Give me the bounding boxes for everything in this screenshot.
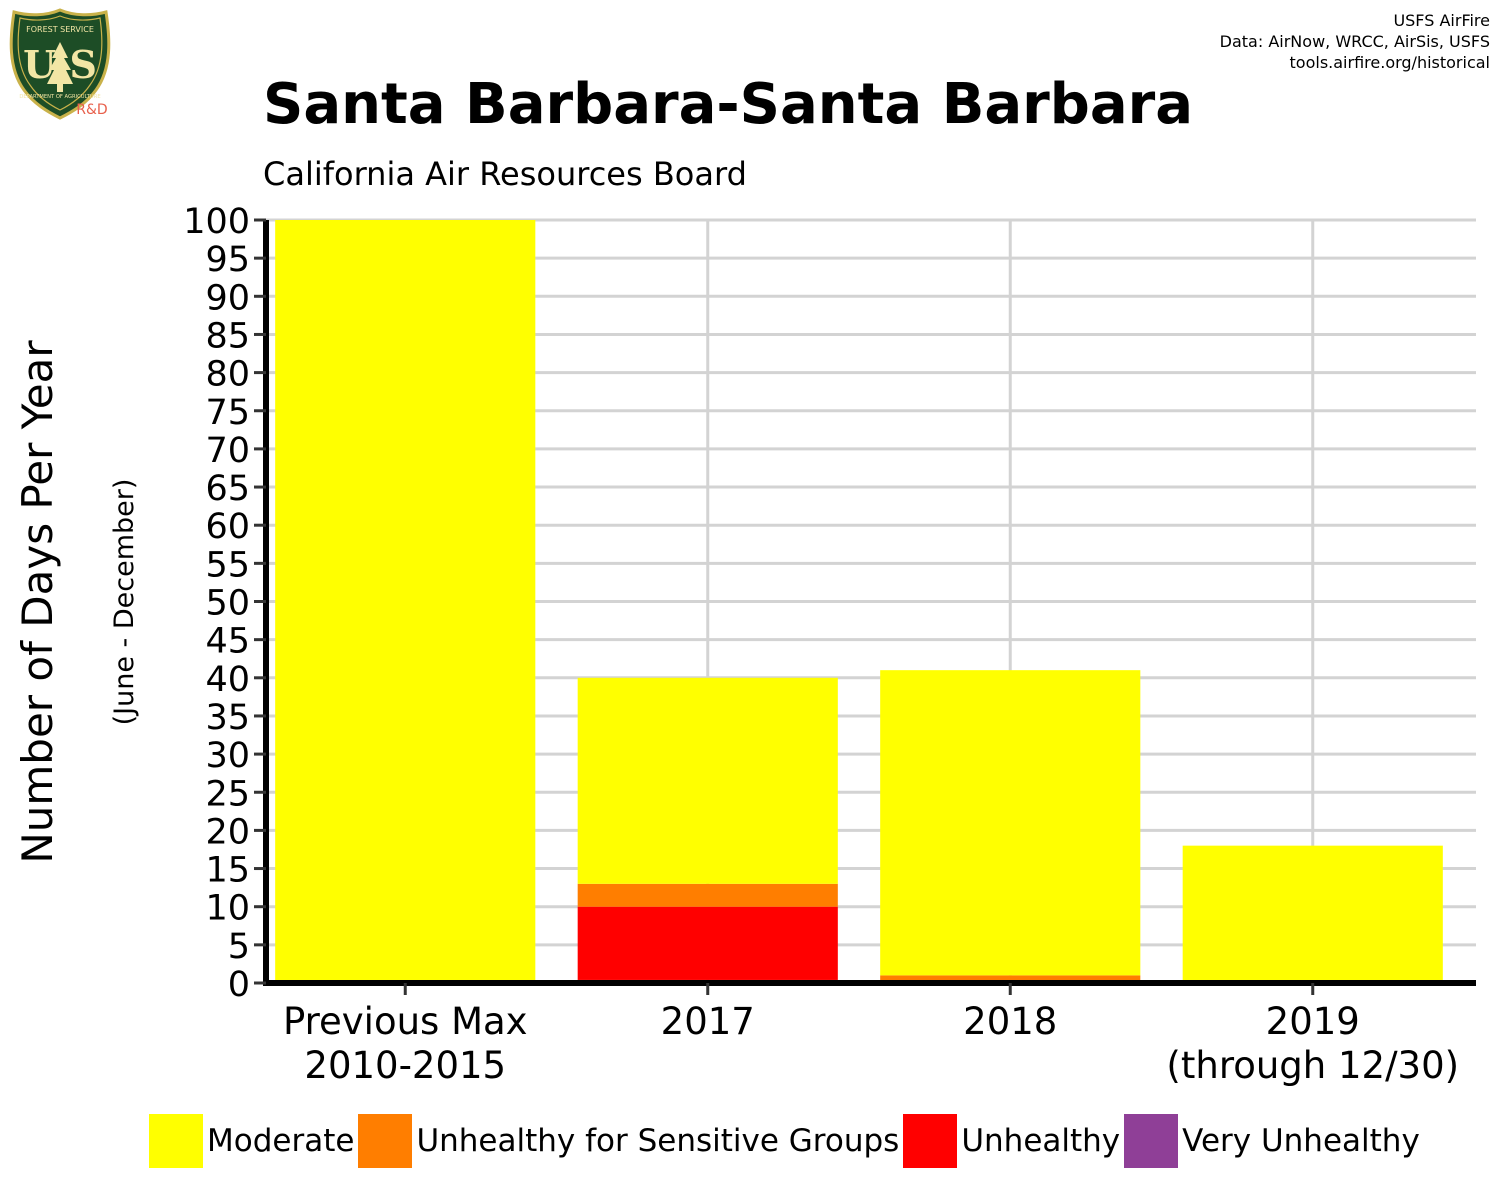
y-tick-label: 5 (228, 927, 250, 967)
chart-subtitle: California Air Resources Board (263, 155, 747, 193)
y-tick-label: 30 (205, 736, 250, 776)
y-tick-label: 45 (205, 622, 250, 662)
legend-item-very-unhealthy: Very Unhealthy (1124, 1114, 1424, 1168)
usfs-shield-logo: FOREST SERVICE U S DEPARTMENT OF AGRICUL… (9, 8, 111, 120)
x-tick-label: 2018 (963, 1000, 1057, 1043)
legend-item-usg: Unhealthy for Sensitive Groups (358, 1114, 903, 1168)
bar-segment (880, 670, 1141, 976)
tree-icon (47, 42, 73, 92)
legend-item-unhealthy: Unhealthy (903, 1114, 1124, 1168)
data-credits: USFS AirFire Data: AirNow, WRCC, AirSis,… (1220, 10, 1490, 73)
y-tick-label: 70 (205, 431, 250, 471)
credit-data-sources: Data: AirNow, WRCC, AirSis, USFS (1219, 32, 1490, 51)
y-tick-label: 15 (205, 851, 250, 891)
legend-label-unhealthy: Unhealthy (961, 1123, 1121, 1159)
chart-legend: Moderate Unhealthy for Sensitive Groups … (149, 1114, 1424, 1168)
legend-swatch-unhealthy (903, 1114, 958, 1168)
y-tick-label: 100 (183, 202, 250, 242)
y-tick-label: 10 (205, 889, 250, 929)
y-tick-label: 55 (205, 545, 250, 585)
x-tick-label: 2019 (1266, 1000, 1360, 1043)
y-tick-label: 40 (205, 660, 250, 700)
legend-label-very-unhealthy: Very Unhealthy (1182, 1123, 1420, 1159)
y-tick-label: 80 (205, 355, 250, 395)
y-tick-label: 85 (205, 316, 250, 356)
legend-swatch-usg (358, 1114, 413, 1168)
y-tick-label: 75 (205, 393, 250, 433)
legend-swatch-moderate (149, 1114, 203, 1168)
credit-url: tools.airfire.org/historical (1289, 53, 1490, 72)
chart-title: Santa Barbara-Santa Barbara (263, 72, 1194, 137)
bar-segment (275, 220, 536, 983)
legend-label-usg: Unhealthy for Sensitive Groups (416, 1123, 900, 1159)
y-tick-label: 35 (205, 698, 250, 738)
legend-item-moderate: Moderate (149, 1114, 358, 1168)
x-tick-label: Previous Max (283, 1000, 528, 1043)
y-axis-subtitle: (June - December) (109, 479, 140, 726)
y-tick-label: 50 (205, 584, 250, 624)
bar-segment (577, 906, 838, 980)
bar-segment (1182, 845, 1443, 983)
bar-segment (577, 677, 838, 884)
y-axis-title: Number of Days Per Year (13, 340, 62, 864)
y-tick-label: 60 (205, 507, 250, 547)
legend-swatch-very-unhealthy (1124, 1114, 1179, 1168)
x-tick-label: (through 12/30) (1166, 1044, 1459, 1087)
logo-text-bottom: DEPARTMENT OF AGRICULTURE (19, 94, 100, 100)
y-tick-label: 25 (205, 774, 250, 814)
bar-chart: 0510152025303540455055606570758085909510… (13, 202, 1476, 1087)
legend-label-moderate: Moderate (207, 1123, 355, 1159)
y-tick-label: 0 (228, 965, 250, 1005)
x-tick-label: 2010-2015 (304, 1044, 506, 1087)
bar-segment (577, 883, 838, 907)
y-tick-label: 20 (205, 812, 250, 852)
y-tick-label: 90 (205, 278, 250, 318)
logo-rd-tag: R&D (76, 102, 107, 118)
credit-airfire: USFS AirFire (1393, 11, 1490, 30)
bar-segment (880, 975, 1141, 983)
y-tick-label: 95 (205, 240, 250, 280)
y-tick-label: 65 (205, 469, 250, 509)
x-tick-label: 2017 (661, 1000, 755, 1043)
logo-text-top: FOREST SERVICE (26, 25, 94, 34)
